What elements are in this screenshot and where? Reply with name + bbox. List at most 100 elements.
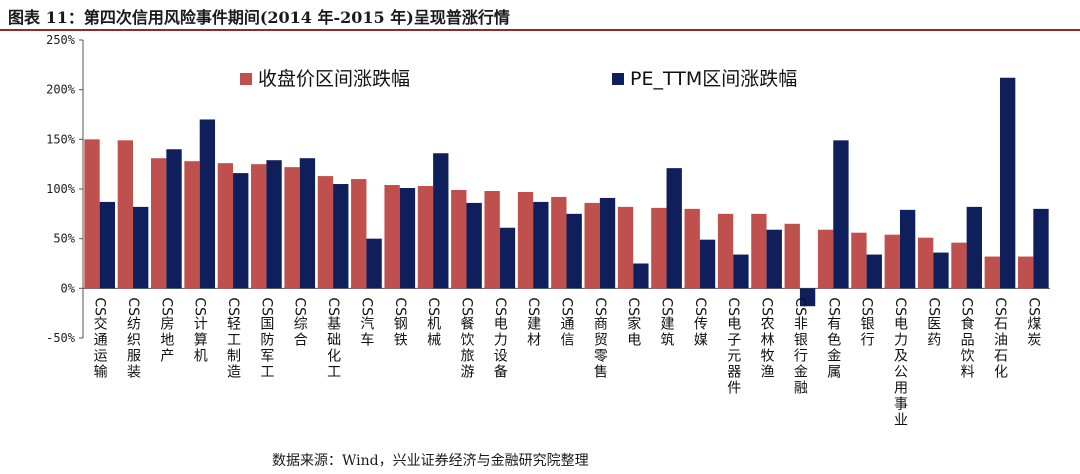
svg-text:金: 金 bbox=[827, 348, 841, 364]
bar-close-price bbox=[551, 196, 567, 289]
svg-text:CS: CS bbox=[492, 297, 508, 316]
svg-text:通: 通 bbox=[561, 316, 575, 332]
svg-text:输: 输 bbox=[94, 364, 108, 380]
svg-text:餐: 餐 bbox=[460, 316, 474, 332]
chart-bars bbox=[84, 77, 1049, 307]
svg-text:牧: 牧 bbox=[761, 348, 775, 364]
bar-pe-ttm bbox=[433, 153, 449, 289]
chart-legend: 收盘价区间涨跌幅 PE_TTM区间涨跌幅 bbox=[240, 68, 797, 90]
svg-text:CS: CS bbox=[425, 297, 441, 316]
svg-text:媒: 媒 bbox=[694, 332, 708, 348]
svg-text:林: 林 bbox=[761, 332, 775, 348]
bar-close-price bbox=[351, 179, 367, 289]
svg-text:CS: CS bbox=[959, 297, 975, 316]
svg-text:汽: 汽 bbox=[360, 316, 374, 332]
bar-pe-ttm bbox=[933, 252, 949, 289]
svg-text:交: 交 bbox=[94, 315, 108, 332]
svg-text:器: 器 bbox=[727, 364, 741, 380]
svg-text:金: 金 bbox=[794, 364, 808, 380]
svg-text:装: 装 bbox=[127, 364, 141, 380]
svg-text:CS: CS bbox=[392, 297, 408, 316]
svg-text:饮: 饮 bbox=[961, 348, 975, 364]
svg-text:石: 石 bbox=[994, 348, 1008, 364]
bar-close-price bbox=[784, 223, 800, 289]
svg-text:CS: CS bbox=[792, 297, 808, 316]
bar-close-price bbox=[251, 164, 267, 289]
svg-text:药: 药 bbox=[927, 332, 941, 348]
svg-text:CS: CS bbox=[725, 297, 741, 316]
bar-pe-ttm bbox=[633, 263, 649, 289]
svg-text:力: 力 bbox=[494, 332, 508, 348]
source-note: 数据来源：Wind，兴业证券经济与金融研究院整理 bbox=[272, 453, 589, 469]
bar-pe-ttm bbox=[833, 140, 849, 289]
svg-text:CS: CS bbox=[759, 297, 775, 316]
bar-pe-ttm bbox=[266, 160, 282, 289]
bar-close-price bbox=[617, 206, 634, 289]
svg-text:合: 合 bbox=[294, 332, 308, 348]
svg-text:建: 建 bbox=[661, 316, 675, 332]
bar-close-price bbox=[684, 208, 700, 289]
bar-pe-ttm bbox=[866, 254, 882, 289]
svg-text:游: 游 bbox=[460, 364, 474, 380]
bar-close-price bbox=[584, 202, 600, 289]
svg-text:CS: CS bbox=[458, 297, 474, 316]
svg-text:防: 防 bbox=[260, 332, 274, 348]
bar-close-price bbox=[384, 185, 400, 289]
svg-text:用: 用 bbox=[894, 380, 908, 396]
bar-pe-ttm bbox=[533, 201, 549, 289]
svg-text:电: 电 bbox=[727, 316, 741, 332]
svg-text:品: 品 bbox=[961, 332, 975, 348]
svg-text:CS: CS bbox=[892, 297, 908, 316]
svg-text:综: 综 bbox=[294, 316, 308, 332]
svg-text:CS: CS bbox=[358, 297, 374, 316]
bar-pe-ttm bbox=[733, 254, 749, 289]
svg-text:CS: CS bbox=[258, 297, 274, 316]
svg-text:产: 产 bbox=[160, 348, 174, 364]
svg-text:饮: 饮 bbox=[460, 332, 474, 348]
svg-text:CS: CS bbox=[925, 297, 941, 316]
bar-close-price bbox=[484, 190, 500, 289]
bar-pe-ttm bbox=[199, 119, 216, 289]
svg-text:元: 元 bbox=[727, 348, 741, 364]
title-rule bbox=[0, 29, 1080, 31]
svg-text:渔: 渔 bbox=[761, 364, 775, 380]
svg-text:CS: CS bbox=[525, 297, 541, 316]
bar-close-price bbox=[751, 213, 767, 289]
svg-text:设: 设 bbox=[494, 348, 508, 364]
bar-close-price bbox=[884, 234, 900, 289]
svg-text:商: 商 bbox=[594, 316, 608, 332]
bar-pe-ttm bbox=[333, 184, 349, 289]
svg-text:CS: CS bbox=[859, 297, 875, 316]
svg-text:农: 农 bbox=[761, 316, 775, 332]
bar-pe-ttm bbox=[233, 173, 249, 289]
svg-text:CS: CS bbox=[125, 297, 141, 316]
bar-close-price bbox=[84, 139, 100, 289]
svg-text:CS: CS bbox=[659, 297, 675, 316]
bar-pe-ttm bbox=[966, 206, 982, 289]
svg-text:行: 行 bbox=[794, 348, 808, 364]
svg-text:材: 材 bbox=[527, 332, 541, 348]
svg-text:收盘价区间涨跌幅: 收盘价区间涨跌幅 bbox=[258, 68, 410, 90]
svg-text:公: 公 bbox=[894, 364, 908, 380]
bar-pe-ttm bbox=[133, 206, 149, 289]
svg-text:力: 力 bbox=[894, 332, 908, 348]
svg-text:医: 医 bbox=[927, 316, 941, 332]
svg-text:CS: CS bbox=[225, 297, 241, 316]
svg-text:及: 及 bbox=[894, 348, 908, 364]
